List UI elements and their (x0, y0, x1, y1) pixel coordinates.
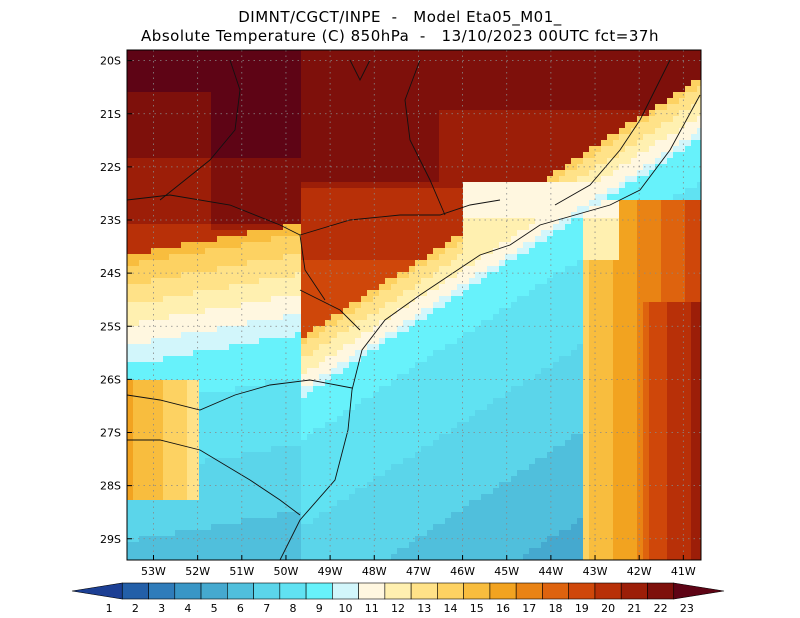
colorbar-swatch (148, 582, 176, 600)
colorbar-swatch (253, 582, 281, 600)
map-title-line-1: DIMNT/CGCT/INPE - Model Eta05_M01_ (238, 8, 562, 26)
colorbar-swatch (305, 582, 333, 600)
colorbar-label: 11 (365, 602, 379, 615)
colorbar-swatch (489, 582, 517, 600)
colorbar-label: 10 (338, 602, 352, 615)
lat-lon-grid (127, 50, 701, 560)
colorbar-label: 5 (211, 602, 218, 615)
colorbar-label: 13 (417, 602, 431, 615)
lat-label: 23S (100, 214, 121, 227)
colorbar-label: 2 (132, 602, 139, 615)
lon-label: 43W (583, 565, 608, 578)
lat-label: 20S (100, 55, 121, 68)
colorbar-swatch (463, 582, 491, 600)
colorbar-swatch (594, 582, 622, 600)
colorbar-swatch (358, 582, 386, 600)
lon-label: 53W (141, 565, 166, 578)
lat-label: 24S (100, 267, 121, 280)
colorbar-arrow-low (71, 582, 123, 600)
lon-label: 46W (450, 565, 475, 578)
colorbar-label: 3 (158, 602, 165, 615)
colorbar-label: 21 (627, 602, 641, 615)
lon-label: 49W (318, 565, 343, 578)
colorbar-label: 6 (237, 602, 244, 615)
lon-label: 41W (671, 565, 696, 578)
colorbar-swatch (384, 582, 412, 600)
colorbar-label: 23 (680, 602, 694, 615)
longitude-labels: 53W 52W 51W 50W 49W 48W 47W 46W 45W 44W 43W 42W 41W (141, 555, 696, 578)
colorbar-swatch (542, 582, 569, 600)
lon-label: 45W (494, 565, 519, 578)
colorbar-swatch (410, 582, 438, 600)
colorbar-label: 4 (184, 602, 191, 615)
colorbar-swatch (620, 582, 648, 600)
lat-label: 29S (100, 533, 121, 546)
colorbar-label: 14 (444, 602, 458, 615)
lat-label: 27S (100, 427, 121, 440)
colorbar-swatch (332, 582, 359, 600)
lon-label: 42W (627, 565, 652, 578)
map-title-line-2: Absolute Temperature (C) 850hPa - 13/10/… (141, 27, 659, 45)
colorbar-label: 8 (289, 602, 296, 615)
colorbar-label: 17 (522, 602, 536, 615)
lat-label: 22S (100, 161, 121, 174)
colorbar-swatch (121, 582, 149, 600)
colorbar-swatch (227, 582, 254, 600)
lat-label: 25S (100, 320, 121, 333)
lon-label: 48W (362, 565, 387, 578)
lat-label: 26S (100, 373, 121, 386)
colorbar-label: 12 (391, 602, 405, 615)
lat-label: 28S (100, 480, 121, 493)
lon-label: 51W (229, 565, 254, 578)
colorbar: 1 2 3 4 5 6 7 8 9 10 11 12 13 14 15 16 17 18 19 20 21 22 23 (71, 582, 725, 615)
colorbar-swatch (568, 582, 596, 600)
colorbar-swatch (515, 582, 543, 600)
colorbar-swatch (279, 582, 307, 600)
colorbar-label: 9 (316, 602, 323, 615)
colorbar-swatch (437, 582, 464, 600)
colorbar-label: 1 (106, 602, 113, 615)
temperature-field (127, 50, 701, 560)
lon-label: 47W (406, 565, 431, 578)
colorbar-label: 20 (601, 602, 615, 615)
colorbar-label: 15 (470, 602, 484, 615)
colorbar-swatch (174, 582, 202, 600)
colorbar-arrow-high (673, 582, 725, 600)
lon-label: 52W (185, 565, 210, 578)
lon-label: 44W (538, 565, 563, 578)
colorbar-swatch (647, 582, 675, 600)
colorbar-label: 19 (575, 602, 589, 615)
lon-label: 50W (274, 565, 299, 578)
colorbar-label: 18 (549, 602, 563, 615)
colorbar-label: 7 (263, 602, 270, 615)
coastline-borders (127, 59, 701, 560)
colorbar-label: 16 (496, 602, 510, 615)
colorbar-swatch (200, 582, 228, 600)
lat-label: 21S (100, 108, 121, 121)
latitude-labels: 20S 21S 22S 23S 24S 25S 26S 27S 28S 29S (100, 55, 132, 546)
colorbar-label: 22 (654, 602, 668, 615)
map-frame (126, 49, 702, 561)
